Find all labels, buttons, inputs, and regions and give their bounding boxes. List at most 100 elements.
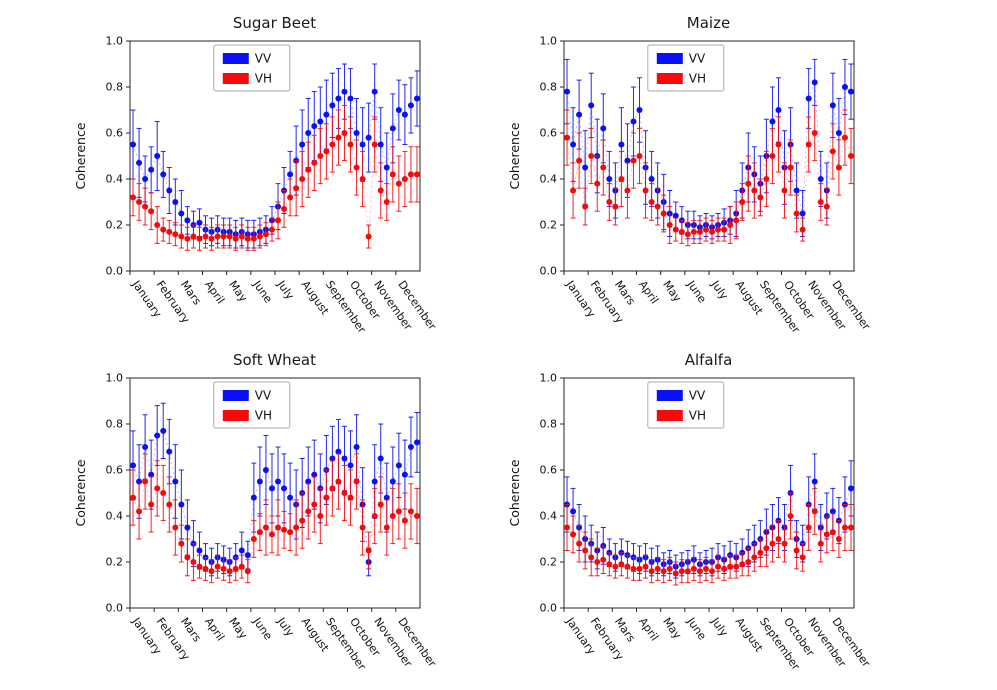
- data-point-vh: [389, 171, 396, 178]
- data-point-vv: [774, 107, 781, 113]
- data-point-vh: [371, 513, 378, 519]
- data-point-vh: [262, 524, 269, 531]
- data-point-vh: [732, 217, 739, 224]
- data-point-vv: [413, 439, 420, 446]
- data-point-vh: [304, 508, 311, 515]
- data-point-vh: [781, 187, 788, 194]
- data-point-vh: [563, 134, 570, 141]
- data-point-vh: [280, 205, 287, 212]
- x-tick-label: April: [636, 615, 661, 643]
- data-point-vh: [298, 176, 305, 182]
- data-point-vh: [171, 231, 178, 238]
- data-point-vh: [666, 222, 673, 228]
- data-point-vh: [720, 226, 727, 233]
- data-point-vh: [805, 524, 812, 531]
- data-point-vv: [153, 432, 160, 439]
- data-point-vh: [377, 501, 384, 508]
- x-tick-label: May: [226, 278, 250, 304]
- data-point-vh: [829, 148, 836, 155]
- data-point-vv: [147, 471, 154, 478]
- chart-title-sugar-beet: Sugar Beet: [232, 14, 317, 32]
- chart-alfalfa: Alfalfa 0.0 0.2 0.4 0.6 0.8 1.0 Coherence Janua…: [506, 350, 926, 677]
- data-point-vh: [274, 524, 281, 531]
- data-point-vh: [744, 180, 751, 187]
- data-point-vv: [328, 102, 335, 109]
- chart-sugar-beet: Sugar Beet 0.0 0.2 0.4 0.6 0.8 1.0 Coherence Ja…: [72, 13, 492, 340]
- data-point-vv: [334, 448, 341, 455]
- data-point-vv: [177, 210, 184, 217]
- data-point-vv: [847, 88, 854, 95]
- data-point-vh: [829, 529, 836, 536]
- x-tick-label: July: [707, 614, 730, 639]
- legend-label-vv: VV: [254, 389, 271, 403]
- data-point-vh: [407, 171, 414, 178]
- data-point-vh: [147, 208, 154, 215]
- data-point-vh: [280, 526, 287, 533]
- data-point-vh: [756, 194, 763, 201]
- data-point-vh: [569, 187, 576, 194]
- data-point-vv: [811, 478, 818, 485]
- data-point-vh: [256, 233, 263, 240]
- data-point-vv: [569, 141, 576, 148]
- legend-label-vv: VV: [688, 389, 705, 403]
- chart-canvas-maize: 0.00.20.40.60.81.0CoherenceJanuaryFebrua…: [507, 35, 873, 336]
- data-point-vv: [377, 455, 384, 462]
- legend-label-vv: VV: [688, 52, 705, 66]
- data-point-vh: [593, 180, 600, 187]
- data-point-vh: [642, 187, 649, 194]
- data-point-vh: [141, 203, 148, 210]
- data-point-vv: [629, 118, 636, 125]
- data-point-vh: [581, 547, 588, 554]
- data-point-vh: [220, 565, 227, 572]
- data-point-vv: [334, 95, 341, 102]
- data-point-vh: [805, 141, 812, 148]
- data-point-vh: [672, 226, 679, 233]
- data-point-vv: [171, 478, 178, 485]
- x-tick-label: April: [202, 278, 227, 306]
- data-point-vv: [799, 210, 806, 217]
- data-point-vh: [841, 134, 848, 141]
- data-point-vv: [672, 212, 679, 219]
- y-tick-label: 1.0: [539, 35, 557, 48]
- data-point-vv: [395, 462, 402, 469]
- data-point-vh: [159, 490, 166, 496]
- data-point-vh: [599, 556, 606, 563]
- data-point-vh: [774, 536, 781, 542]
- data-point-vh: [774, 141, 781, 148]
- data-point-vh: [678, 228, 685, 235]
- data-point-vh: [238, 233, 245, 240]
- data-point-vh: [195, 563, 202, 570]
- data-point-vh: [756, 549, 763, 556]
- data-point-vh: [611, 563, 618, 570]
- data-point-vh: [129, 194, 136, 201]
- data-point-vh: [177, 233, 184, 240]
- data-point-vv: [195, 547, 202, 554]
- data-point-vh: [129, 494, 136, 501]
- data-point-vh: [648, 199, 655, 205]
- data-point-vv: [268, 485, 275, 492]
- data-point-vh: [177, 540, 184, 547]
- data-point-vv: [177, 501, 184, 508]
- data-point-vh: [811, 508, 818, 515]
- x-tick-label: June: [683, 277, 708, 305]
- data-point-vv: [623, 157, 630, 164]
- data-point-vv: [322, 111, 329, 118]
- data-point-vh: [208, 235, 215, 242]
- y-tick-label: 1.0: [539, 372, 557, 385]
- data-point-vv: [389, 478, 396, 485]
- data-point-vv: [310, 471, 317, 478]
- data-point-vh: [208, 568, 215, 575]
- data-point-vv: [159, 427, 166, 434]
- data-point-vh: [750, 187, 757, 194]
- data-point-vh: [732, 563, 739, 570]
- data-point-vv: [587, 102, 594, 109]
- data-point-vh: [292, 524, 299, 531]
- series-line-vh: [132, 132, 417, 240]
- data-point-vv: [847, 485, 854, 492]
- data-point-vh: [413, 171, 420, 178]
- x-tick-label: May: [660, 615, 684, 641]
- data-point-vh: [714, 563, 721, 570]
- data-point-vv: [829, 102, 836, 109]
- data-point-vh: [371, 141, 378, 148]
- data-point-vh: [316, 153, 323, 159]
